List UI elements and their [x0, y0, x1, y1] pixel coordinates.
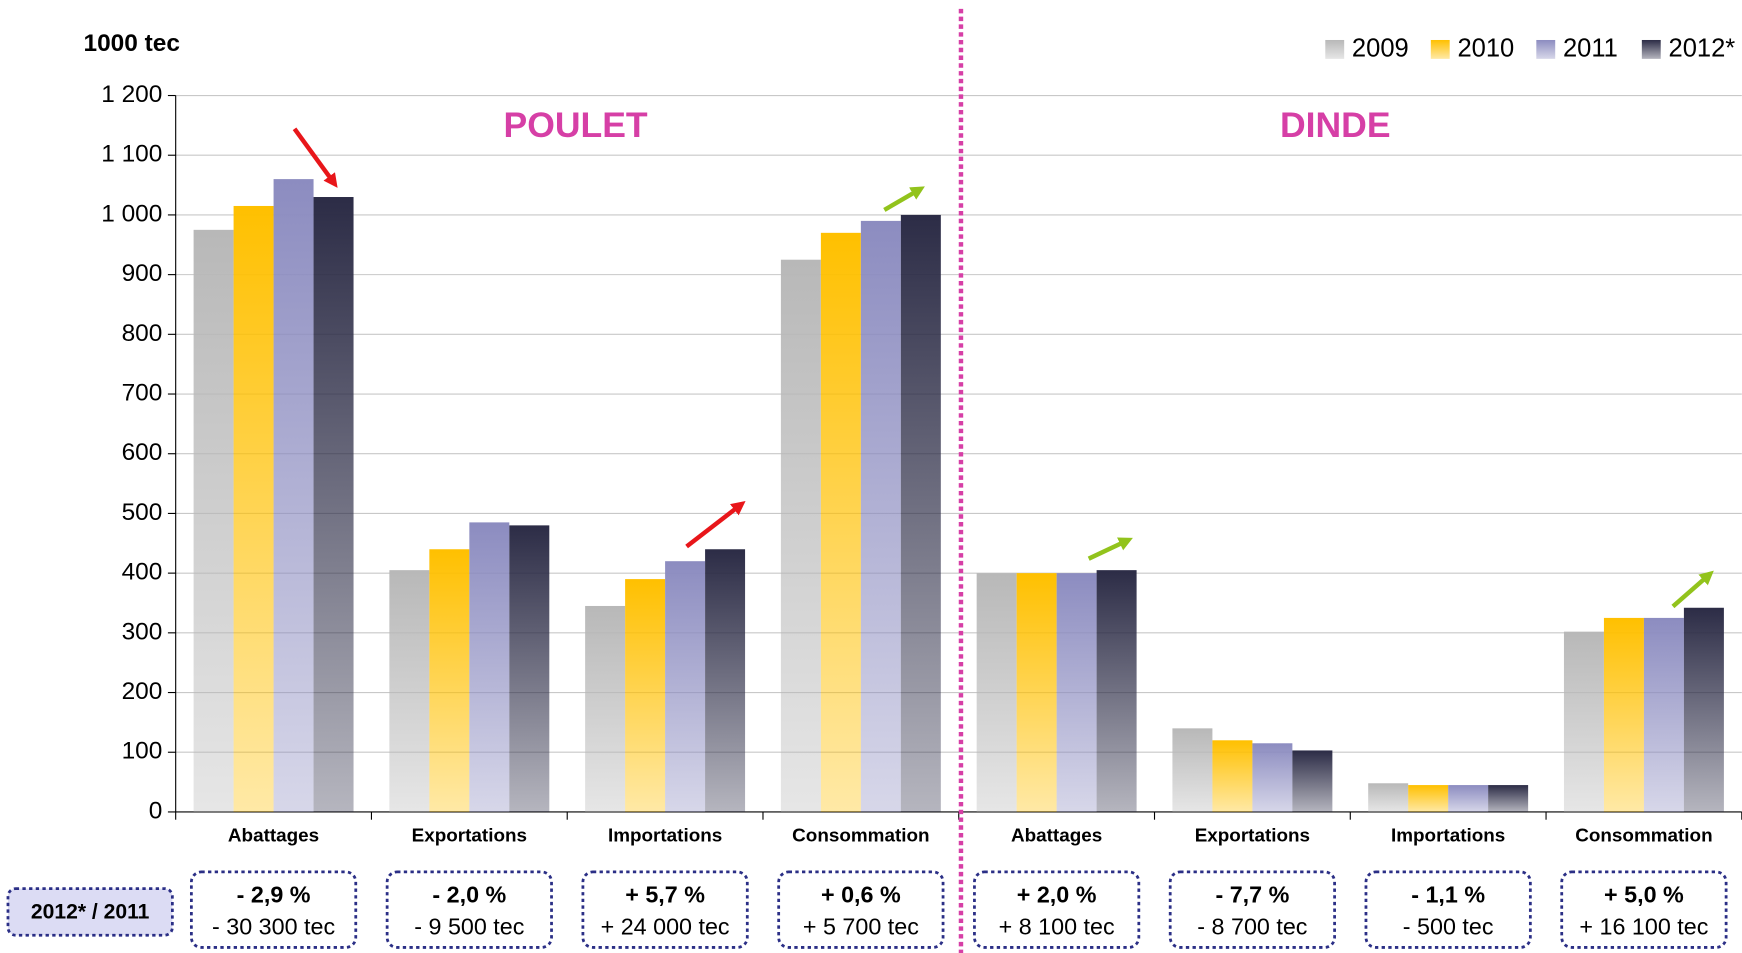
- bar: [1096, 570, 1137, 812]
- y-tick-label: 100: [122, 738, 163, 765]
- comparison-pct: - 7,7 %: [1215, 882, 1289, 908]
- bar: [313, 197, 354, 812]
- y-tick-label: 0: [149, 797, 163, 824]
- arrow: [685, 501, 746, 549]
- y-tick-label: 900: [122, 260, 163, 287]
- legend-swatch: [1641, 39, 1661, 59]
- comparison-box: [385, 870, 553, 949]
- y-tick-label: 700: [122, 379, 163, 406]
- comparison-box: [189, 870, 358, 949]
- bar: [429, 549, 470, 812]
- bar: [1172, 728, 1213, 812]
- y-tick-label: 800: [122, 320, 163, 347]
- comparison-tec: - 9 500 tec: [414, 914, 524, 940]
- bar: [389, 570, 430, 812]
- legend-label: 2009: [1352, 35, 1409, 63]
- x-tick-label: Exportations: [412, 825, 527, 846]
- bar: [1292, 750, 1333, 812]
- comparison-box: [973, 870, 1141, 949]
- section-label: POULET: [503, 105, 647, 145]
- comparison-tec: + 5 700 tec: [803, 914, 919, 940]
- bar: [1056, 573, 1097, 812]
- bar: [1563, 631, 1604, 812]
- comparison-box: [581, 870, 749, 949]
- legend-label: 2011: [1563, 35, 1618, 63]
- x-tick-label: Abattages: [1011, 825, 1102, 846]
- comparison-box: [777, 870, 945, 949]
- comparison-pct: + 5,0 %: [1604, 882, 1684, 908]
- arrow: [1087, 537, 1133, 561]
- trend-arrows: [292, 127, 1714, 609]
- bar: [780, 259, 821, 812]
- comparison-box: [1560, 870, 1728, 949]
- bar: [1448, 785, 1489, 812]
- legend-label: 2012*: [1668, 35, 1735, 63]
- comparison-pct: - 2,0 %: [432, 882, 506, 908]
- y-tick-label: 200: [122, 678, 163, 705]
- bar: [509, 525, 550, 812]
- y-tick-label: 500: [122, 499, 163, 526]
- comparison-tec: - 8 700 tec: [1197, 914, 1307, 940]
- x-tick-label: Abattages: [228, 825, 319, 846]
- x-tick-label: Importations: [608, 825, 722, 846]
- x-tick-label: Importations: [1391, 825, 1505, 846]
- bar: [233, 205, 274, 812]
- legend-swatch: [1536, 39, 1556, 59]
- comparison-tec: - 500 tec: [1403, 914, 1494, 940]
- legend-swatch: [1430, 39, 1450, 59]
- comparison-tec: + 16 100 tec: [1579, 914, 1708, 940]
- bar: [193, 229, 234, 812]
- bar: [1212, 740, 1253, 812]
- bar: [625, 579, 666, 812]
- comparison-label: 2012* / 2011: [31, 901, 150, 924]
- comparison-tec: + 24 000 tec: [601, 914, 730, 940]
- bar: [1643, 617, 1684, 812]
- bar: [1603, 617, 1644, 812]
- bar: [1683, 607, 1724, 812]
- y-tick-label: 400: [122, 559, 163, 586]
- bar: [820, 232, 861, 812]
- y-tick-label: 1 000: [101, 200, 162, 227]
- comparison-label-box: [6, 887, 174, 937]
- bar: [1252, 743, 1293, 812]
- comparison-pct: - 1,1 %: [1411, 882, 1485, 908]
- bar: [976, 573, 1017, 812]
- bar: [1016, 573, 1057, 812]
- bar: [1408, 785, 1449, 812]
- y-tick-label: 300: [122, 618, 163, 645]
- comparison-pct: + 0,6 %: [821, 882, 901, 908]
- x-tick-label: Consommation: [792, 825, 929, 846]
- arrow: [1671, 570, 1714, 609]
- comparison-box: [1364, 870, 1532, 949]
- bar: [585, 605, 626, 812]
- y-axis-label: 1000 tec: [83, 30, 179, 57]
- bar: [860, 220, 901, 812]
- bar: [469, 522, 510, 812]
- comparison-tec: + 8 100 tec: [999, 914, 1115, 940]
- bar: [900, 214, 941, 812]
- y-tick-label: 1 200: [101, 81, 162, 108]
- arrow: [883, 186, 925, 212]
- legend-label: 2010: [1457, 35, 1514, 63]
- comparison-pct: + 5,7 %: [625, 882, 705, 908]
- comparison-tec: - 30 300 tec: [212, 914, 335, 940]
- bar: [665, 561, 706, 812]
- y-tick-label: 1 100: [101, 141, 162, 168]
- bar: [1368, 783, 1409, 812]
- comparison-pct: - 2,9 %: [237, 882, 311, 908]
- comparison-box: [1168, 870, 1336, 949]
- arrow: [292, 127, 338, 188]
- bar: [273, 179, 314, 812]
- x-tick-label: Consommation: [1575, 825, 1712, 846]
- legend-swatch: [1325, 39, 1345, 59]
- comparison-pct: + 2,0 %: [1017, 882, 1097, 908]
- x-tick-label: Exportations: [1195, 825, 1310, 846]
- y-tick-label: 600: [122, 439, 163, 466]
- bar: [1488, 785, 1529, 812]
- bar: [705, 549, 746, 812]
- section-label: DINDE: [1280, 105, 1391, 145]
